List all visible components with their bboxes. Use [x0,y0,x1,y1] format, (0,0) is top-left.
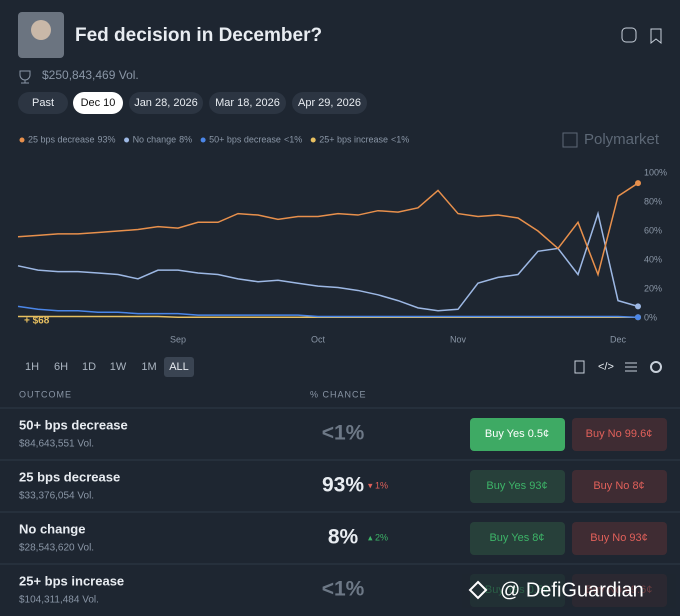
buy-yes-button[interactable] [470,418,565,451]
range-button[interactable]: 1H [25,361,39,373]
y-tick-label: 40% [644,254,662,264]
bookmark-icon[interactable] [650,28,662,45]
market-title: Fed decision in December? [75,25,322,46]
date-tab[interactable] [73,92,123,114]
outcome-chance: 8% [328,526,359,549]
doc-icon[interactable] [574,360,585,374]
outcome-name: 25+ bps increase [19,573,124,588]
table-header: OUTCOME [19,389,72,399]
buy-no-button[interactable] [572,522,667,555]
watermark-logo [468,580,488,600]
buy-no-button[interactable] [572,418,667,451]
table-header: % CHANCE [310,389,367,399]
buy-no-label[interactable]: Buy No 8¢ [593,480,644,492]
end-dot [635,180,641,187]
end-dot [635,314,641,321]
range-selected[interactable] [164,357,194,377]
embed-icon[interactable]: </> [598,361,614,373]
x-tick-label: Oct [311,334,326,344]
legend-swatch [19,137,25,143]
outcome-volume: $28,543,620 Vol. [19,543,94,554]
legend-value: 93% [98,134,116,144]
buy-no-label[interactable]: Buy No 93¢ [590,532,647,544]
buy-yes-button[interactable] [470,522,565,555]
brand: Polymarket [584,131,660,148]
buy-yes-label[interactable]: Buy Yes 0.5¢ [485,428,549,440]
outcome-name: 25 bps decrease [19,469,120,484]
y-tick-label: 100% [644,167,667,177]
outcome-volume: $84,643,551 Vol. [19,439,94,450]
legend-swatch [310,137,316,143]
watermark: @ DefiGuardian [500,579,644,601]
date-tab[interactable] [292,92,367,114]
trophy-icon [19,70,31,84]
y-tick-label: 80% [644,196,662,206]
x-tick-label: Nov [450,334,467,344]
outcome-name: No change [19,521,85,536]
buy-yes-label[interactable]: Buy Yes 8¢ [489,532,544,544]
outcome-chance: 93% [322,474,364,497]
series-line [17,210,639,312]
range-button[interactable]: ALL [169,361,189,373]
buy-yes-label[interactable]: Buy Yes 93¢ [486,480,547,492]
date-tab-label[interactable]: Past [32,97,54,109]
filter-icon[interactable] [625,362,637,372]
date-tab-label[interactable]: Mar 18, 2026 [215,97,280,109]
watermark-bg [462,574,676,608]
series-line [17,305,639,319]
date-tab-label[interactable]: Jan 28, 2026 [134,97,198,109]
range-button[interactable]: 1M [141,361,156,373]
legend-value: <1% [391,134,409,144]
chance-change: ▴ 2% [368,532,388,542]
chance-change: ▾ 1% [368,480,388,490]
date-tab-label[interactable]: Dec 10 [81,97,116,109]
settings-icon[interactable] [650,361,662,373]
market-image-face [31,20,51,40]
outcome-chance: <1% [322,422,365,445]
brand-logo [562,132,578,148]
outcome-chance: <1% [322,578,365,601]
y-tick-label: 20% [644,283,662,293]
legend-label: 50+ bps decrease [209,134,281,144]
date-tab[interactable] [209,92,286,114]
x-tick-label: Dec [610,334,627,344]
y-tick-label: 60% [644,225,662,235]
outcome-name: 50+ bps decrease [19,417,128,432]
series-line [17,182,639,277]
buy-yes-button[interactable] [470,470,565,503]
market-volume: $250,843,469 Vol. [42,68,139,82]
outcome-volume: $104,311,484 Vol. [19,595,99,606]
end-dot [635,303,641,310]
outcome-volume: $33,376,054 Vol. [19,491,94,502]
date-tab[interactable] [129,92,203,114]
y-tick-label: 0% [644,312,657,322]
legend-label: 25+ bps increase [319,134,388,144]
legend-value: 8% [179,134,192,144]
legend-value: <1% [284,134,302,144]
date-tab[interactable] [18,92,68,114]
buy-no-button[interactable] [572,470,667,503]
legend-swatch [200,137,206,143]
buy-no-label[interactable]: Buy No 99.6¢ [586,428,653,440]
annotation: + $68 [24,316,50,327]
legend-swatch [124,137,130,143]
range-button[interactable]: 1D [82,361,96,373]
range-button[interactable]: 1W [110,361,127,373]
legend-label: No change [133,134,177,144]
x-tick-label: Sep [170,334,186,344]
link-icon[interactable] [621,27,637,43]
range-button[interactable]: 6H [54,361,68,373]
legend-label: 25 bps decrease [28,134,95,144]
date-tab-label[interactable]: Apr 29, 2026 [298,97,361,109]
